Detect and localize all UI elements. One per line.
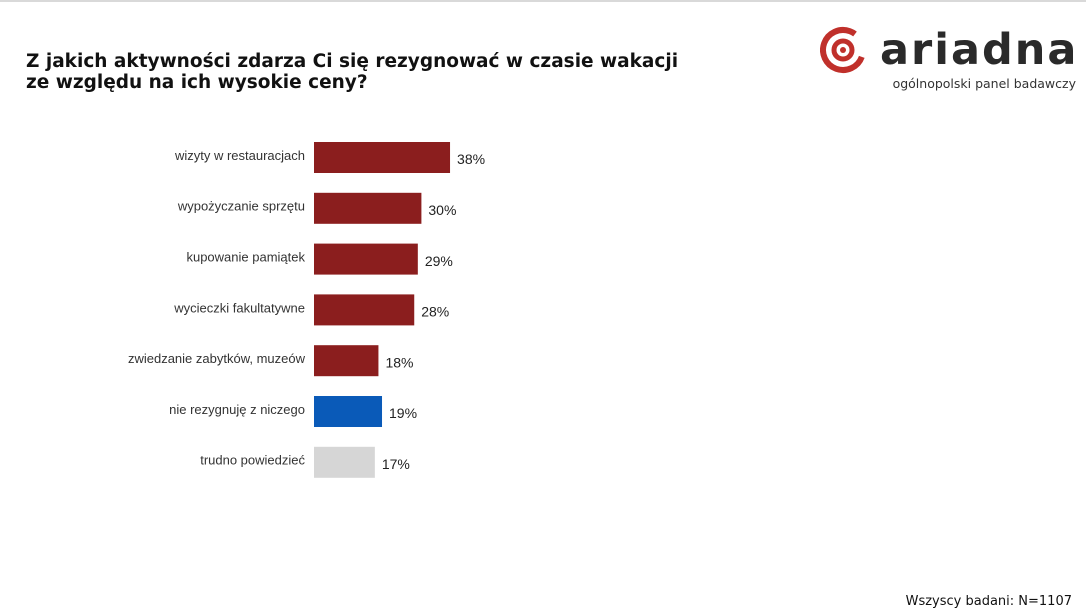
category-label: wypożyczanie sprzętu	[177, 199, 305, 214]
title-line-2: ze względu na ich wysokie ceny?	[26, 72, 368, 93]
category-label: wizyty w restauracjach	[174, 148, 305, 163]
category-label: nie rezygnuję z niczego	[169, 402, 305, 417]
bar	[314, 142, 451, 173]
horizontal-bar-chart: wizyty w restauracjach 38% wypożyczanie sp…	[128, 142, 485, 478]
page-title: Z jakich aktywności zdarza Ci się rezygn…	[26, 51, 726, 93]
ariadna-logo-icon	[820, 27, 866, 73]
value-label: 29%	[425, 253, 453, 269]
value-label: 19%	[389, 405, 417, 421]
category-label: trudno powiedzieć	[200, 453, 305, 468]
logo-tagline: ogólnopolski panel badawczy	[892, 76, 1076, 91]
value-label: 17%	[382, 456, 410, 472]
bar	[314, 192, 422, 224]
bar	[314, 243, 418, 275]
category-label: wycieczki fakultatywne	[173, 300, 305, 315]
category-label: kupowanie pamiątek	[186, 250, 305, 265]
title-line-1: Z jakich aktywności zdarza Ci się rezygn…	[26, 51, 679, 72]
value-label: 18%	[385, 354, 413, 370]
value-label: 38%	[457, 151, 485, 167]
bar	[314, 345, 379, 377]
logo-wordmark: ariadna	[880, 25, 1079, 75]
bar	[314, 446, 375, 478]
sample-size-note: Wszyscy badani: N=1107	[905, 594, 1072, 609]
top-divider	[0, 0, 1086, 2]
bar	[314, 396, 383, 427]
bar	[314, 294, 415, 326]
category-label: zwiedzanie zabytków, muzeów	[128, 351, 306, 366]
value-label: 28%	[421, 304, 449, 320]
value-label: 30%	[428, 202, 456, 218]
